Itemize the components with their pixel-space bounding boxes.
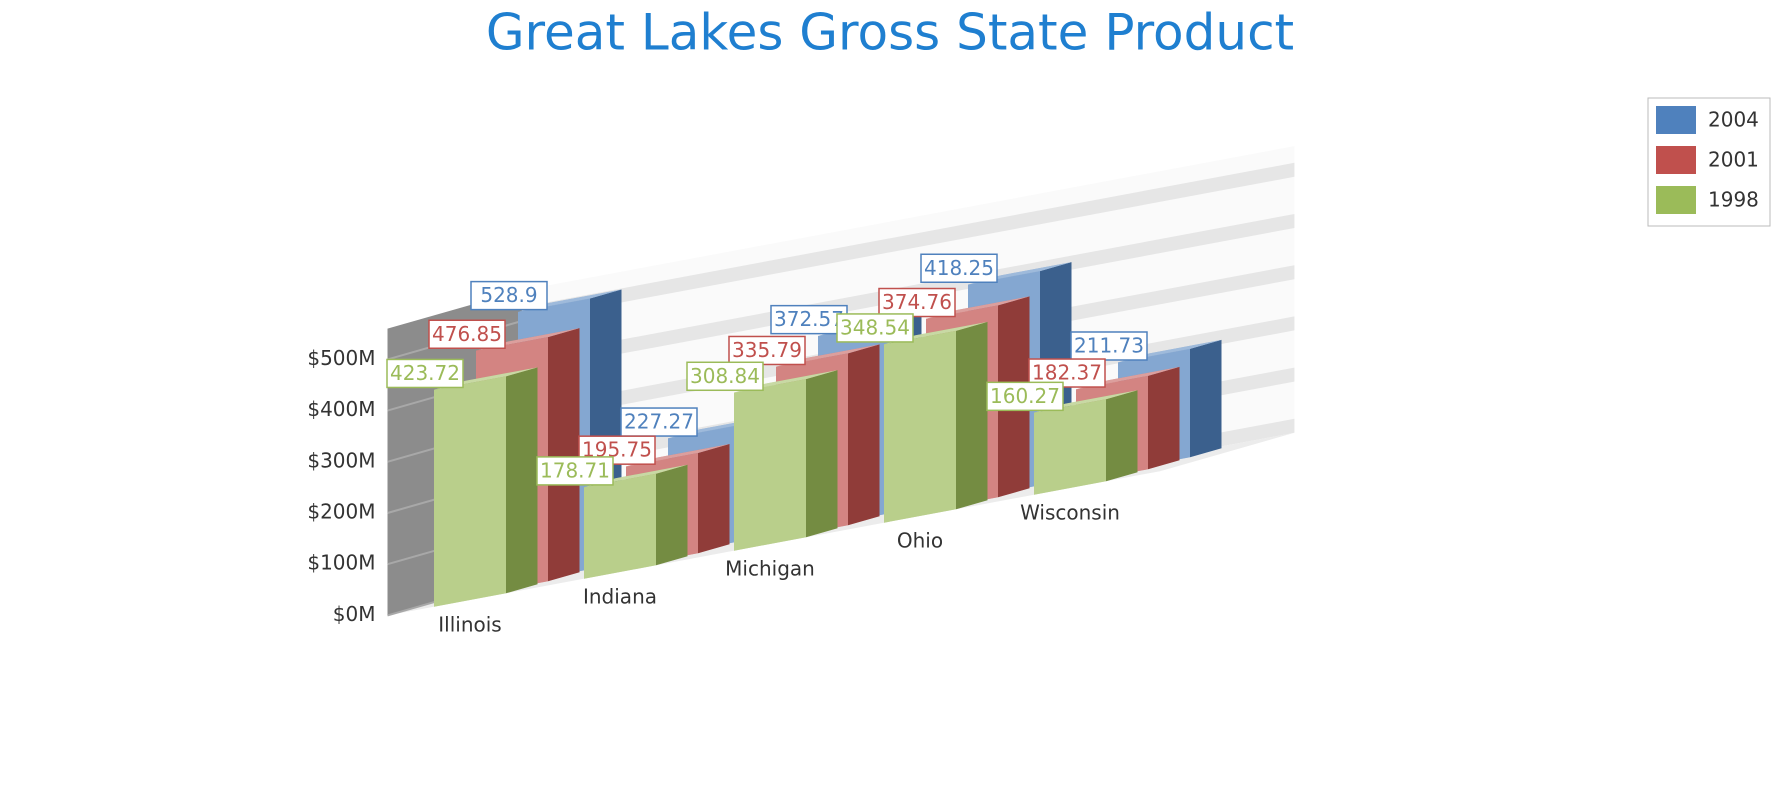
data-label: 348.54 [836,313,914,343]
legend-swatch [1656,186,1696,214]
grid-band [521,162,1295,321]
bar-front-light [434,376,506,607]
data-label-text: 160.27 [990,384,1060,408]
data-label-box [878,287,956,318]
bar-side [1106,390,1138,482]
bar-side [1190,339,1222,458]
bar [884,321,988,523]
data-label-text: 418.25 [924,256,994,280]
data-label-box [428,319,506,350]
data-label-box [836,313,914,343]
x-tick-label: Indiana [583,585,657,609]
bar-front [584,473,656,579]
y-tick-label: $500M [307,346,375,370]
data-label: 227.27 [620,407,698,437]
bar-front-light [884,330,956,523]
bar-front [434,376,506,607]
bar-side-shade [1148,366,1180,470]
data-label: 418.25 [920,253,998,284]
y-tick-label: $0M [333,602,376,626]
data-label: 182.37 [1028,358,1106,388]
bar-side [956,321,988,510]
data-label: 211.73 [1070,331,1148,361]
bar-side [656,464,688,566]
data-label: 372.57 [770,304,848,335]
bar-front-light [584,473,656,579]
bar-side-shade [506,367,538,594]
bar-side-shade [806,370,838,538]
legend-swatch [1656,146,1696,174]
bar [734,370,838,551]
legend-label: 1998 [1708,188,1759,212]
data-label-text: 372.57 [774,307,844,331]
y-tick-label: $400M [307,397,375,421]
data-label-box [728,335,806,366]
data-label-text: 335.79 [732,338,802,362]
data-label-text: 227.27 [624,410,694,434]
bar-side [506,367,538,594]
bar-side [1148,366,1180,470]
data-label-box [1070,331,1148,361]
data-label-box [620,407,698,437]
data-label: 335.79 [728,335,806,366]
data-label-text: 308.84 [690,364,760,388]
legend: 2004 2001 1998 [1647,97,1771,227]
data-label-text: 476.85 [432,322,502,346]
data-label-box [536,456,614,486]
bar-side-shade [956,321,988,510]
data-label-text: 423.72 [390,361,460,385]
data-label-text: 211.73 [1074,333,1144,357]
plot-area: $0M $100M $200M $300M $400M $500M Illinois Indi… [307,146,1295,637]
data-label: 178.71 [536,456,614,486]
data-label-box [920,253,998,284]
x-tick-label: Ohio [897,529,943,553]
data-label: 528.9 [470,280,548,311]
bar-side-shade [1190,339,1222,458]
data-label-box [986,381,1064,412]
y-tick-label: $200M [307,500,375,524]
data-label-text: 348.54 [840,315,910,339]
bar-side [848,344,880,526]
bar-front [1034,399,1106,495]
data-label: 374.76 [878,287,956,318]
bar-side-shade [1106,390,1138,482]
bar-front [734,379,806,551]
legend-label: 2004 [1708,108,1759,132]
x-tick-label: Illinois [438,613,501,637]
bar-side-shade [656,464,688,566]
data-label: 160.27 [986,381,1064,412]
data-label-text: 528.9 [480,283,537,307]
legend-swatch [1656,106,1696,134]
x-tick-label: Wisconsin [1020,501,1120,525]
bar-side [698,444,730,554]
bar [1034,390,1138,495]
data-label-box [686,361,764,392]
legend-label: 2001 [1708,148,1759,172]
y-tick-label: $100M [307,551,375,575]
bar-side [806,370,838,538]
bar-side-shade [698,444,730,554]
data-label-box [386,358,464,389]
bar-side-shade [548,328,580,582]
bar-front-light [1034,399,1106,495]
data-label-text: 178.71 [540,458,610,482]
data-label: 308.84 [686,361,764,392]
x-tick-label: Michigan [725,557,815,581]
bar-side-shade [848,344,880,526]
data-label: 476.85 [428,319,506,350]
y-tick-label: $300M [307,448,375,472]
bar-front-light [734,379,806,551]
bar [434,367,538,607]
data-label-box [470,280,548,311]
data-label: 423.72 [386,358,464,389]
data-label-text: 182.37 [1032,361,1102,385]
bar-front [884,330,956,523]
chart-title: Great Lakes Gross State Product [486,4,1294,62]
data-label-text: 374.76 [882,290,952,314]
bar-side [548,328,580,582]
